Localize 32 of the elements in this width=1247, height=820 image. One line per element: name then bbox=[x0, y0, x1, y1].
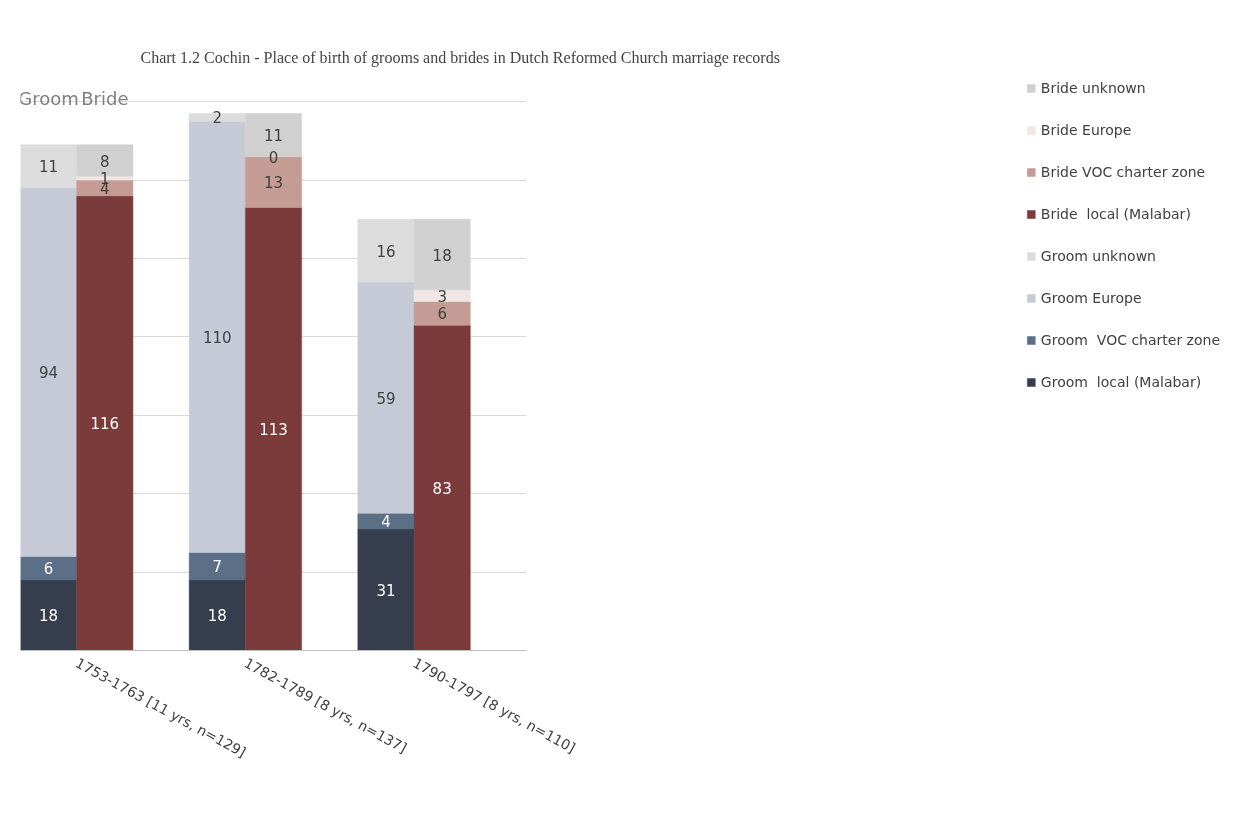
data-label: 116 bbox=[90, 415, 120, 434]
legend-label: Groom Europe bbox=[1040, 290, 1142, 306]
data-label: 0 bbox=[268, 148, 279, 167]
data-label: 113 bbox=[259, 421, 288, 440]
data-label: 83 bbox=[432, 479, 452, 498]
data-label: 4 bbox=[381, 513, 391, 532]
data-label: 2 bbox=[212, 109, 223, 128]
legend-label: Bride local (Malabar) bbox=[1040, 206, 1191, 222]
chart-title: Chart 1.2 Cochin - Place of birth of grooms and brides in Dutch Reformed Church marriage records bbox=[140, 48, 780, 67]
data-label: 11 bbox=[263, 127, 284, 146]
legend-label: Bride Europe bbox=[1040, 122, 1132, 138]
data-label: 18 bbox=[39, 607, 59, 626]
legend-label: Bride VOC charter zone bbox=[1040, 164, 1206, 180]
data-label: 6 bbox=[43, 560, 54, 579]
data-label: 18 bbox=[432, 246, 452, 265]
legend-label: Groom unknown bbox=[1040, 248, 1156, 264]
data-label: 8 bbox=[100, 152, 110, 171]
data-label: 16 bbox=[376, 242, 396, 261]
data-label: 31 bbox=[376, 581, 396, 600]
data-label: 6 bbox=[437, 305, 447, 324]
text: Bride bbox=[81, 88, 129, 110]
data-label: 94 bbox=[39, 364, 59, 383]
legend-label: Bride unknown bbox=[1040, 80, 1146, 96]
data-label: 3 bbox=[437, 287, 447, 306]
data-label: 7 bbox=[212, 558, 223, 577]
legend-label: Groom VOC charter zone bbox=[1040, 332, 1220, 348]
legend-label: Groom local (Malabar) bbox=[1040, 374, 1202, 390]
data-label: 13 bbox=[263, 174, 284, 193]
data-label: 11 bbox=[39, 158, 59, 177]
data-label: 18 bbox=[207, 607, 227, 626]
data-label: 110 bbox=[202, 328, 232, 347]
data-label: 59 bbox=[376, 389, 396, 408]
